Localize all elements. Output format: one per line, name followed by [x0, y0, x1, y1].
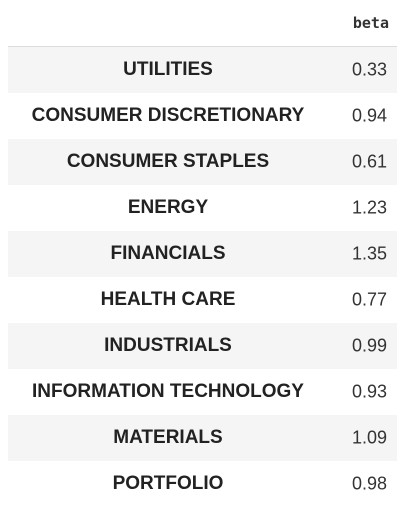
- table-row: UTILITIES 0.33: [8, 47, 397, 93]
- table-row: INDUSTRIALS 0.99: [8, 323, 397, 369]
- table-row: CONSUMER STAPLES 0.61: [8, 139, 397, 185]
- row-label: PORTFOLIO: [112, 473, 224, 494]
- row-value: 0.98: [351, 473, 387, 494]
- row-value: 0.93: [351, 381, 387, 402]
- row-value: 1.09: [351, 427, 387, 448]
- table-row: CONSUMER DISCRETIONARY 0.94: [8, 93, 397, 139]
- dataframe-table: beta UTILITIES 0.33 CONSUMER DISCRETIONA…: [8, 0, 397, 507]
- table-row: ENERGY 1.23: [8, 185, 397, 231]
- table-row: FINANCIALS 1.35: [8, 231, 397, 277]
- row-label: HEALTH CARE: [100, 289, 236, 310]
- row-value: 0.94: [351, 105, 387, 126]
- row-value: 0.99: [351, 335, 387, 356]
- column-header-beta: beta: [352, 14, 389, 32]
- row-value: 0.33: [351, 59, 387, 80]
- row-value: 0.61: [351, 151, 387, 172]
- row-label: INDUSTRIALS: [104, 335, 232, 356]
- row-label: MATERIALS: [113, 427, 223, 448]
- row-value: 1.35: [351, 243, 387, 264]
- row-value: 1.23: [351, 197, 387, 218]
- row-value: 0.77: [351, 289, 387, 310]
- row-label: FINANCIALS: [110, 243, 226, 264]
- table-row: MATERIALS 1.09: [8, 415, 397, 461]
- row-label: CONSUMER DISCRETIONARY: [31, 105, 305, 126]
- table-row: HEALTH CARE 0.77: [8, 277, 397, 323]
- row-label: CONSUMER STAPLES: [66, 151, 270, 172]
- row-label: ENERGY: [127, 197, 209, 218]
- table-row: INFORMATION TECHNOLOGY 0.93: [8, 369, 397, 415]
- row-label: UTILITIES: [123, 59, 213, 80]
- table-row: PORTFOLIO 0.98: [8, 461, 397, 507]
- row-label: INFORMATION TECHNOLOGY: [32, 381, 304, 402]
- table-header-row: beta: [8, 0, 397, 47]
